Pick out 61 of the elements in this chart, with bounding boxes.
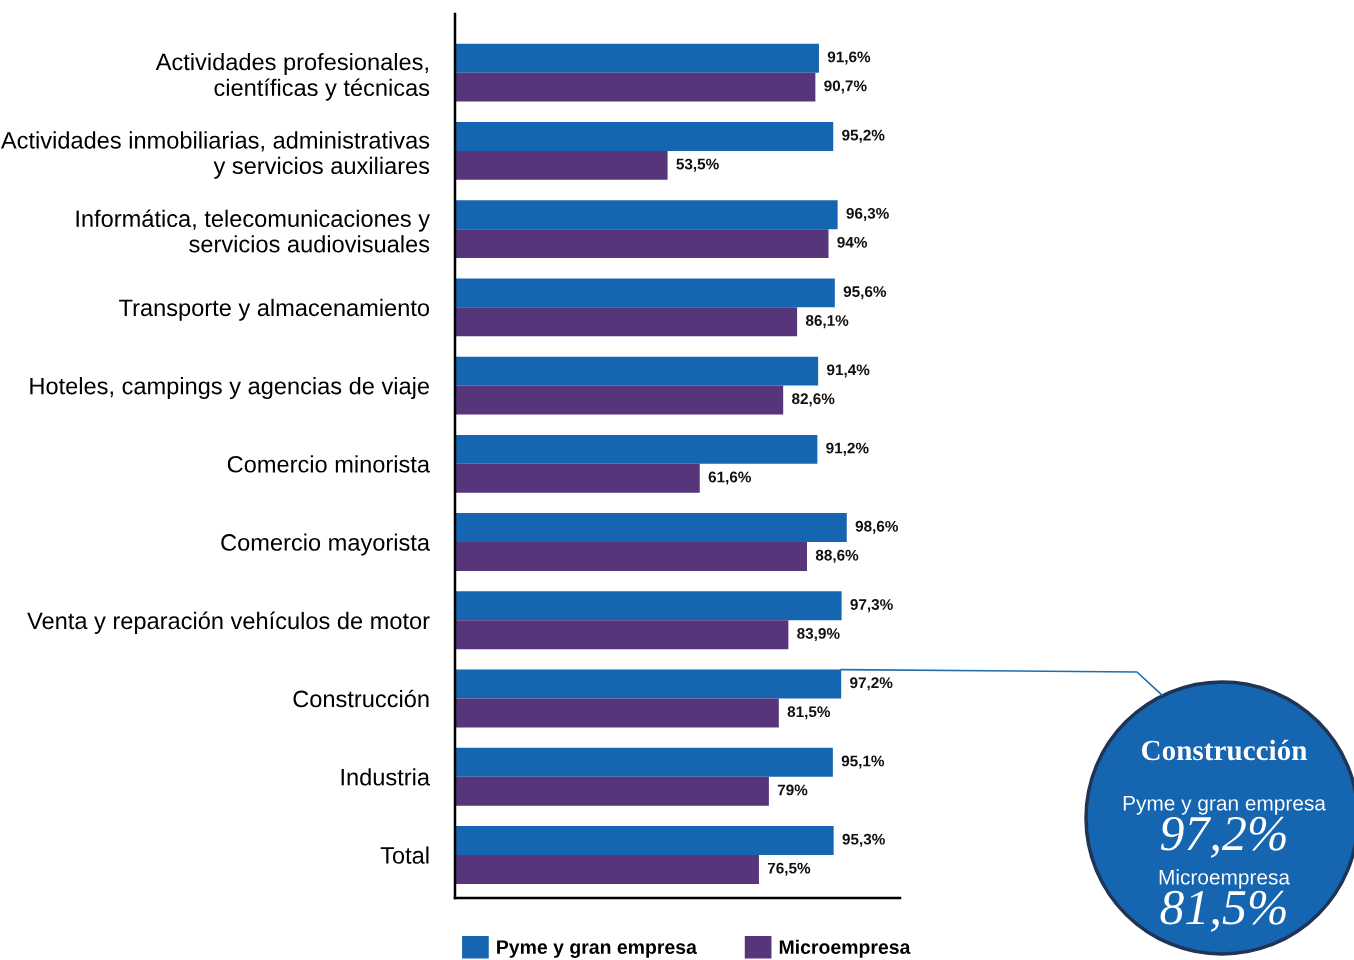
text: 81,5%: [1160, 890, 1286, 932]
data-label: 95,2%: [842, 129, 885, 143]
y-tick-label: Industria: [341, 768, 431, 786]
bar: [455, 43, 819, 73]
data-label: 91,6%: [827, 51, 871, 65]
text: 97,2%: [1160, 816, 1286, 858]
bar: [455, 854, 759, 884]
data-label: 97,3%: [850, 599, 893, 613]
data-label: 76,5%: [767, 862, 811, 876]
data-label: 96,3%: [846, 207, 889, 221]
bar: [455, 229, 829, 259]
legend-label: Microempresa: [779, 939, 911, 958]
text: Construcción: [1141, 739, 1308, 761]
data-label: 95,1%: [841, 755, 885, 769]
data-label: 61,6%: [708, 471, 751, 485]
data-label: 97,2%: [850, 677, 893, 691]
data-label: 82,6%: [792, 393, 835, 407]
data-label: 79%: [777, 784, 808, 796]
bar: [455, 698, 779, 728]
bar: [455, 434, 818, 464]
bar: [455, 307, 798, 337]
y-tick-label: Venta y reparación vehículos de motor: [27, 611, 430, 634]
y-tick-label: Transporte y almacenamiento: [119, 298, 430, 321]
y-tick-label: Actividades profesionales, científicas y técnicas: [155, 52, 430, 101]
bar: [455, 121, 834, 151]
bar: [455, 278, 835, 308]
data-label: 91,2%: [826, 442, 869, 456]
data-label: 90,7%: [824, 80, 867, 94]
bar: [455, 356, 819, 386]
data-label: 94%: [837, 236, 867, 248]
data-label: 88,6%: [815, 549, 859, 563]
data-label: 98,6%: [855, 520, 899, 534]
y-tick-label: Hoteles, campings y agencias de viaje: [30, 377, 429, 400]
y-tick-label: Comercio minorista: [227, 455, 431, 473]
y-tick-label: Comercio mayorista: [221, 533, 431, 556]
bar: [455, 776, 769, 806]
bar: [455, 150, 668, 180]
y-tick-label: Construcción: [293, 689, 429, 708]
bar: [455, 542, 808, 571]
y-tick-label: Informática, telecomunicaciones y servicios audiovisuales: [76, 209, 430, 253]
bar: [455, 826, 834, 855]
bar: [455, 200, 838, 230]
text: Pyme y gran empresa: [1123, 796, 1326, 815]
data-label: 86,1%: [805, 315, 849, 329]
legend-label: Pyme y gran empresa: [497, 940, 697, 958]
bar: [455, 385, 784, 415]
bar: [455, 72, 816, 102]
data-label: 83,9%: [797, 628, 840, 642]
bar: [455, 513, 847, 543]
data-label: 53,5%: [676, 158, 719, 172]
bar: [455, 747, 833, 777]
bar: [455, 591, 842, 621]
data-label: 95,3%: [842, 833, 885, 847]
y-tick-label: Total: [380, 846, 429, 864]
data-label: 91,4%: [827, 364, 870, 378]
bar: [455, 463, 700, 493]
text: Microempresa: [1159, 869, 1290, 889]
y-tick-label: Actividades inmobiliarias, administrativas y servicios auxiliares: [0, 131, 430, 179]
data-label: 81,5%: [787, 706, 831, 720]
data-label: 95,6%: [843, 286, 887, 300]
bar: [455, 620, 789, 650]
